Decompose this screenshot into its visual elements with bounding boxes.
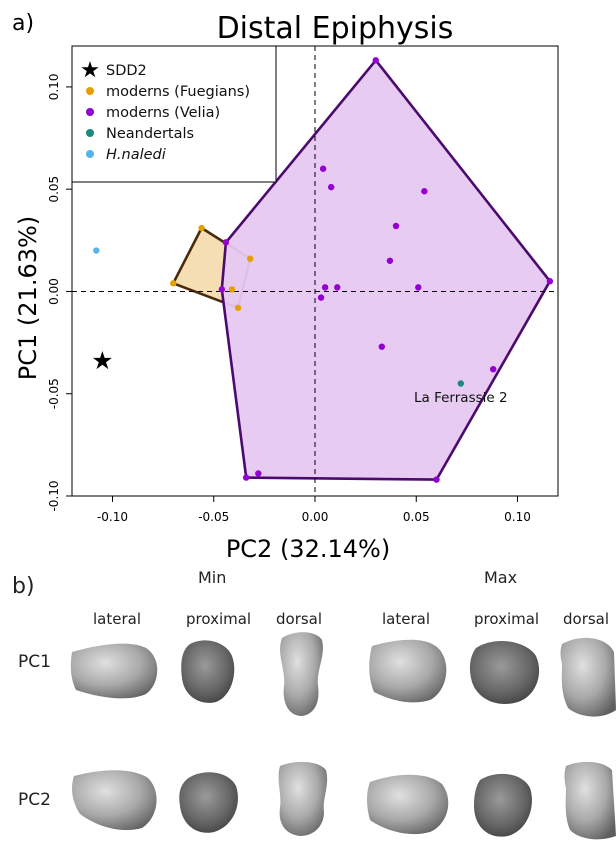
annotation-0: La Ferrassie 2 — [414, 390, 508, 406]
point-series-4-0 — [93, 247, 100, 254]
row-label-pc1: PC1 — [18, 652, 51, 672]
point-series-2-14 — [378, 343, 386, 350]
plot-area: La Ferrassie 2 — [72, 46, 558, 496]
legend-box — [71, 45, 277, 183]
point-series-2-8 — [392, 222, 400, 230]
bone-pc1-max-dorsal — [560, 637, 616, 717]
point-series-2-17 — [218, 286, 226, 293]
bone-pc1-max-proximal — [469, 641, 540, 704]
legend-label-0: SDD2 — [106, 63, 147, 79]
point-series-2-2 — [433, 476, 440, 483]
group-label-max: Max — [484, 568, 518, 587]
y-axis-label: PC1 (21.63%) — [14, 216, 42, 380]
point-series-1-0 — [170, 280, 177, 287]
legend-marker-0 — [81, 61, 99, 78]
shape-panel: b) Min Max lateral proximal dorsal later… — [0, 560, 616, 846]
bone-pc2-max-proximal — [474, 773, 532, 837]
x-tick-label-3: 0.05 — [403, 510, 430, 524]
panel-b-label: b) — [12, 574, 35, 599]
y-tick-label-1: -0.05 — [47, 378, 61, 409]
view-label-min-lateral: lateral — [93, 610, 141, 628]
x-tick-label-4: 0.10 — [504, 510, 531, 524]
axes: -0.10 -0.05 0.00 0.05 0.10 -0.10 -0.05 0.00 0.05… — [47, 45, 559, 524]
panel-a-label: a) — [12, 11, 34, 36]
point-series-2-4 — [222, 239, 230, 246]
point-series-2-0 — [372, 57, 379, 64]
point-series-2-1 — [546, 278, 554, 285]
x-tick-label-2: 0.00 — [302, 510, 329, 524]
point-series-0-0 — [92, 351, 112, 370]
point-series-2-10 — [321, 284, 329, 291]
x-tick-label-1: -0.05 — [198, 510, 229, 524]
point-series-2-9 — [386, 257, 394, 264]
legend-marker-2 — [86, 108, 94, 116]
point-series-2-7 — [421, 188, 428, 195]
bone-pc2-max-lateral — [367, 774, 449, 835]
group-label-min: Min — [198, 568, 227, 587]
row-label-pc2: PC2 — [18, 790, 51, 810]
bone-pc2-min-proximal — [179, 772, 238, 833]
bone-pc1-min-proximal — [181, 640, 235, 703]
point-series-2-16 — [255, 470, 262, 477]
legend-label-3: Neandertals — [106, 126, 194, 142]
bone-pc2-max-dorsal — [564, 761, 616, 840]
legend-marker-1 — [86, 87, 94, 95]
point-series-2-11 — [334, 284, 341, 291]
point-series-1-4 — [228, 286, 236, 293]
bone-pc2-min-dorsal — [278, 761, 328, 836]
view-label-min-dorsal: dorsal — [276, 610, 323, 628]
point-series-2-12 — [415, 284, 422, 291]
pca-scatter-chart: a) Distal Epiphysis La Ferrassie 2 -0.10… — [12, 11, 559, 560]
view-label-max-proximal: proximal — [474, 610, 540, 628]
bone-pc1-min-lateral — [70, 643, 158, 699]
legend-label-4: H.naledi — [106, 147, 166, 163]
point-series-1-3 — [234, 304, 242, 312]
point-series-1-2 — [247, 255, 254, 262]
x-axis-label: PC2 (32.14%) — [226, 535, 390, 560]
point-series-1-1 — [198, 224, 205, 232]
chart-title: Distal Epiphysis — [217, 11, 454, 46]
point-series-2-13 — [317, 294, 325, 301]
y-tick-label-2: 0.00 — [47, 278, 61, 305]
bone-shapes — [70, 632, 616, 840]
bone-pc1-max-lateral — [369, 639, 447, 703]
view-label-max-lateral: lateral — [382, 610, 430, 628]
point-series-2-6 — [328, 183, 335, 191]
legend-label-2: moderns (Velia) — [106, 105, 220, 121]
view-label-max-dorsal: dorsal — [563, 610, 610, 628]
point-series-2-5 — [319, 165, 327, 172]
point-series-3-0 — [457, 380, 464, 387]
point-series-2-3 — [242, 474, 250, 481]
legend-label-1: moderns (Fuegians) — [106, 84, 250, 100]
y-tick-label-4: 0.10 — [47, 74, 61, 101]
y-tick-label-3: 0.05 — [47, 176, 61, 203]
bone-pc1-min-dorsal — [280, 632, 323, 716]
point-series-2-15 — [490, 365, 497, 373]
view-label-min-proximal: proximal — [186, 610, 252, 628]
y-tick-label-0: -0.10 — [47, 480, 61, 511]
legend: SDD2 moderns (Fuegians) moderns (Velia) Nea… — [71, 45, 277, 183]
legend-marker-4 — [86, 150, 94, 158]
legend-marker-3 — [86, 129, 94, 137]
x-tick-label-0: -0.10 — [97, 510, 128, 524]
bone-pc2-min-lateral — [72, 770, 157, 831]
